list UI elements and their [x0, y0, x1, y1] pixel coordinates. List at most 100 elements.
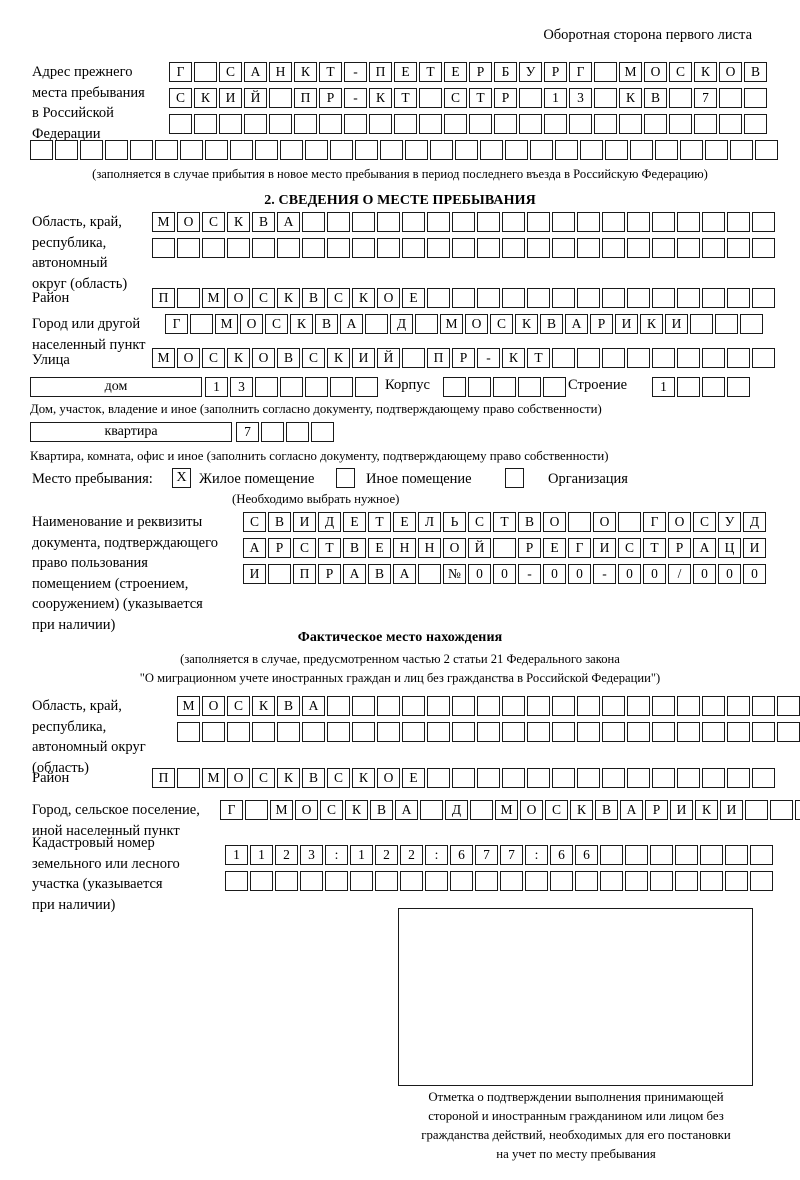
checkbox-organization[interactable]	[505, 468, 524, 488]
char-cell[interactable]: 0	[718, 564, 741, 584]
char-cell[interactable]: Д	[390, 314, 413, 334]
char-cell[interactable]: Н	[418, 538, 441, 558]
char-cell[interactable]	[402, 238, 425, 258]
char-cell[interactable]	[355, 140, 378, 160]
char-cell[interactable]: Н	[269, 62, 292, 82]
char-cell[interactable]: И	[670, 800, 693, 820]
char-cell[interactable]: В	[302, 768, 325, 788]
char-cell[interactable]: /	[668, 564, 691, 584]
char-cell[interactable]	[205, 140, 228, 160]
char-cell[interactable]	[327, 238, 350, 258]
char-cell[interactable]	[477, 238, 500, 258]
char-cell[interactable]	[494, 114, 517, 134]
char-cell[interactable]: А	[302, 696, 325, 716]
char-cell[interactable]: П	[369, 62, 392, 82]
char-cell[interactable]	[627, 238, 650, 258]
char-cell[interactable]	[355, 377, 378, 397]
char-cell[interactable]: К	[252, 696, 275, 716]
char-cell[interactable]	[377, 238, 400, 258]
char-cell[interactable]: Е	[402, 288, 425, 308]
char-cell[interactable]	[194, 114, 217, 134]
char-cell[interactable]: О	[295, 800, 318, 820]
char-cell[interactable]: С	[327, 288, 350, 308]
char-cell[interactable]	[30, 140, 53, 160]
char-cell[interactable]: В	[252, 212, 275, 232]
char-cell[interactable]	[369, 114, 392, 134]
char-cell[interactable]: П	[152, 768, 175, 788]
char-cell[interactable]	[427, 288, 450, 308]
char-cell[interactable]	[618, 512, 641, 532]
actual-region-row-2[interactable]	[177, 722, 800, 742]
char-cell[interactable]	[130, 140, 153, 160]
char-cell[interactable]	[552, 238, 575, 258]
char-cell[interactable]	[405, 140, 428, 160]
char-cell[interactable]	[302, 238, 325, 258]
char-cell[interactable]: Р	[518, 538, 541, 558]
char-cell[interactable]: -	[477, 348, 500, 368]
char-cell[interactable]: А	[244, 62, 267, 82]
char-cell[interactable]	[644, 114, 667, 134]
char-cell[interactable]	[702, 238, 725, 258]
char-cell[interactable]	[80, 140, 103, 160]
checkbox-residential[interactable]: X	[172, 468, 191, 488]
char-cell[interactable]: 7	[475, 845, 498, 865]
char-cell[interactable]	[377, 696, 400, 716]
char-cell[interactable]: М	[495, 800, 518, 820]
char-cell[interactable]: К	[327, 348, 350, 368]
char-cell[interactable]: У	[519, 62, 542, 82]
char-cell[interactable]	[752, 212, 775, 232]
char-cell[interactable]	[327, 696, 350, 716]
char-cell[interactable]	[177, 768, 200, 788]
char-cell[interactable]	[375, 871, 398, 891]
char-cell[interactable]: К	[695, 800, 718, 820]
char-cell[interactable]	[394, 114, 417, 134]
char-cell[interactable]: О	[520, 800, 543, 820]
char-cell[interactable]	[630, 140, 653, 160]
char-cell[interactable]: И	[743, 538, 766, 558]
char-cell[interactable]	[280, 140, 303, 160]
char-cell[interactable]	[677, 348, 700, 368]
char-cell[interactable]: Й	[468, 538, 491, 558]
char-cell[interactable]	[625, 871, 648, 891]
char-cell[interactable]	[527, 768, 550, 788]
char-cell[interactable]	[627, 768, 650, 788]
char-cell[interactable]	[577, 212, 600, 232]
char-cell[interactable]: Н	[393, 538, 416, 558]
char-cell[interactable]: П	[427, 348, 450, 368]
char-cell[interactable]	[725, 845, 748, 865]
char-cell[interactable]	[444, 114, 467, 134]
char-cell[interactable]	[194, 62, 217, 82]
char-cell[interactable]: О	[177, 348, 200, 368]
char-cell[interactable]	[669, 114, 692, 134]
section2-region-row-2[interactable]	[152, 238, 775, 258]
char-cell[interactable]	[552, 722, 575, 742]
char-cell[interactable]: И	[593, 538, 616, 558]
char-cell[interactable]	[255, 140, 278, 160]
char-cell[interactable]: Т	[493, 512, 516, 532]
char-cell[interactable]	[519, 114, 542, 134]
char-cell[interactable]: С	[545, 800, 568, 820]
char-cell[interactable]: У	[718, 512, 741, 532]
char-cell[interactable]	[727, 722, 750, 742]
char-cell[interactable]	[518, 377, 541, 397]
char-cell[interactable]	[655, 140, 678, 160]
char-cell[interactable]: 2	[275, 845, 298, 865]
char-cell[interactable]	[669, 88, 692, 108]
char-cell[interactable]	[469, 114, 492, 134]
char-cell[interactable]	[244, 114, 267, 134]
char-cell[interactable]: 3	[569, 88, 592, 108]
char-cell[interactable]: С	[444, 88, 467, 108]
char-cell[interactable]: О	[202, 696, 225, 716]
char-cell[interactable]	[227, 722, 250, 742]
char-cell[interactable]	[402, 212, 425, 232]
char-cell[interactable]	[477, 212, 500, 232]
char-cell[interactable]	[702, 696, 725, 716]
char-cell[interactable]: А	[693, 538, 716, 558]
char-cell[interactable]	[477, 696, 500, 716]
